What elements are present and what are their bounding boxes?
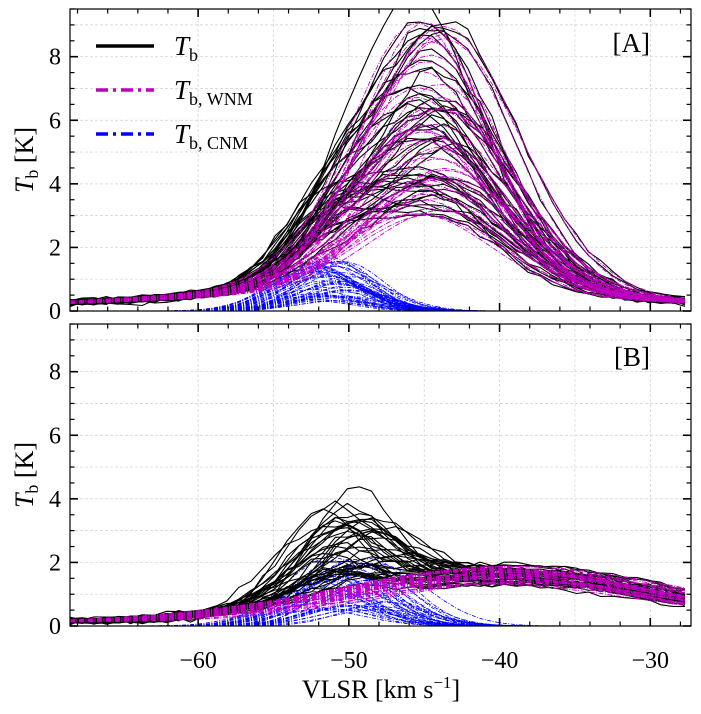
x-tick-label: −40	[481, 648, 519, 674]
legend-label-cnm: Tb, CNM	[174, 119, 248, 153]
panel-b-wnm-series	[70, 565, 686, 623]
tb-curve	[70, 84, 686, 303]
panel-a-tag: [A]	[613, 28, 650, 58]
cnm-curve	[70, 600, 685, 626]
cnm-curve	[70, 284, 685, 311]
wnm-curve	[70, 25, 686, 304]
panel-a-ticks: 0 2 4 6 8	[49, 8, 691, 325]
panel-b-tag: [B]	[614, 342, 650, 372]
legend-label-wnm: Tb, WNM	[174, 75, 253, 109]
panel-b-curves	[70, 486, 686, 626]
cnm-curve	[70, 590, 685, 626]
wnm-curve	[70, 108, 686, 304]
cnm-curve	[70, 294, 685, 311]
tb-curve	[70, 486, 686, 621]
panel-b-ylabel-base: T	[10, 492, 39, 508]
cnm-curve	[70, 609, 685, 626]
cnm-curve	[70, 605, 685, 626]
cnm-curve	[70, 275, 685, 311]
cnm-curve	[70, 281, 685, 311]
panel-b-ytick-label: 0	[49, 614, 61, 640]
cnm-curve	[70, 261, 685, 311]
cnm-curve	[70, 580, 685, 626]
cnm-curve	[70, 598, 685, 626]
cnm-curve	[70, 265, 685, 311]
x-axis-label: VLSR [km s−1]	[302, 673, 460, 704]
panel-a-tb-series	[70, 9, 686, 308]
panel-b-ylabel-unit: [K]	[10, 442, 39, 485]
cnm-curve	[70, 267, 685, 311]
panel-b-ytick-label: 6	[49, 423, 61, 449]
tb-curve	[70, 25, 686, 306]
wnm-curve	[70, 198, 686, 304]
cnm-curve	[70, 293, 685, 311]
panel-b-ytick-label: 8	[49, 360, 61, 386]
panel-a-ytick-label: 2	[49, 235, 61, 261]
panel-b-frame	[69, 323, 692, 627]
cnm-curve	[70, 260, 685, 311]
panel-a-ylabel-unit: [K]	[10, 127, 39, 170]
wnm-curve	[70, 184, 686, 303]
tb-curve	[70, 524, 686, 623]
tb-curve	[70, 34, 686, 304]
legend-label-tb: Tb	[174, 31, 198, 65]
legend: Tb Tb, WNM Tb, CNM	[96, 31, 253, 153]
cnm-curve	[70, 605, 685, 626]
cnm-curve	[70, 608, 685, 626]
panel-a-curves	[70, 9, 686, 311]
panel-a-ylabel-sub: b	[22, 170, 42, 179]
cnm-curve	[70, 562, 685, 626]
panel-a-ytick-label: 6	[49, 108, 61, 134]
cnm-curve	[70, 606, 685, 626]
wnm-curve	[70, 96, 686, 302]
cnm-curve	[70, 264, 685, 311]
cnm-curve	[70, 280, 685, 311]
wnm-curve	[70, 108, 686, 304]
cnm-curve	[70, 274, 685, 311]
cnm-curve	[70, 280, 685, 311]
wnm-curve	[70, 54, 686, 302]
panel-b-ticks: 0 2 4 6 8	[49, 323, 691, 640]
wnm-curve	[70, 213, 686, 303]
wnm-curve	[70, 565, 686, 622]
cnm-curve	[70, 575, 685, 626]
panel-a-ytick-label: 4	[49, 172, 61, 198]
panel-a-ylabel-base: T	[10, 177, 39, 193]
wnm-curve	[70, 568, 686, 622]
cnm-curve	[70, 564, 685, 626]
cnm-curve	[70, 601, 685, 626]
cnm-curve	[70, 275, 685, 311]
panel-b-ytick-label: 2	[49, 550, 61, 576]
x-axis-label-main: VLSR [km s	[302, 675, 433, 704]
panel-b-ytick-label: 4	[49, 487, 61, 513]
panel-a: 0 2 4 6 8 [A] Tb [K] Tb Tb, WNM Tb, CNM	[10, 8, 692, 325]
panel-a-wnm-series	[70, 22, 686, 305]
wnm-curve	[70, 33, 686, 304]
panel-b: 0 2 4 6 8 [B] Tb [K]	[10, 323, 692, 640]
x-tick-label: −60	[179, 648, 217, 674]
cnm-curve	[70, 295, 685, 311]
panel-a-ylabel: Tb [K]	[10, 127, 42, 193]
x-axis-label-sup: −1	[433, 673, 451, 692]
x-tick-label: −50	[330, 648, 368, 674]
wnm-curve	[70, 581, 686, 623]
panel-b-ylabel-sub: b	[22, 485, 42, 494]
wnm-curve	[70, 84, 686, 303]
panel-a-frame	[69, 8, 692, 312]
panel-b-ylabel: Tb [K]	[10, 442, 42, 508]
panel-a-ytick-label: 0	[49, 299, 61, 325]
x-axis-label-tail: ]	[451, 675, 460, 704]
x-tick-labels: −60 −50 −40 −30	[179, 648, 669, 674]
cnm-curve	[70, 291, 685, 311]
x-tick-label: −30	[632, 648, 670, 674]
cnm-curve	[70, 593, 685, 626]
panel-a-cnm-series	[70, 257, 685, 311]
cnm-curve	[70, 270, 685, 311]
panel-a-ytick-label: 8	[49, 45, 61, 71]
